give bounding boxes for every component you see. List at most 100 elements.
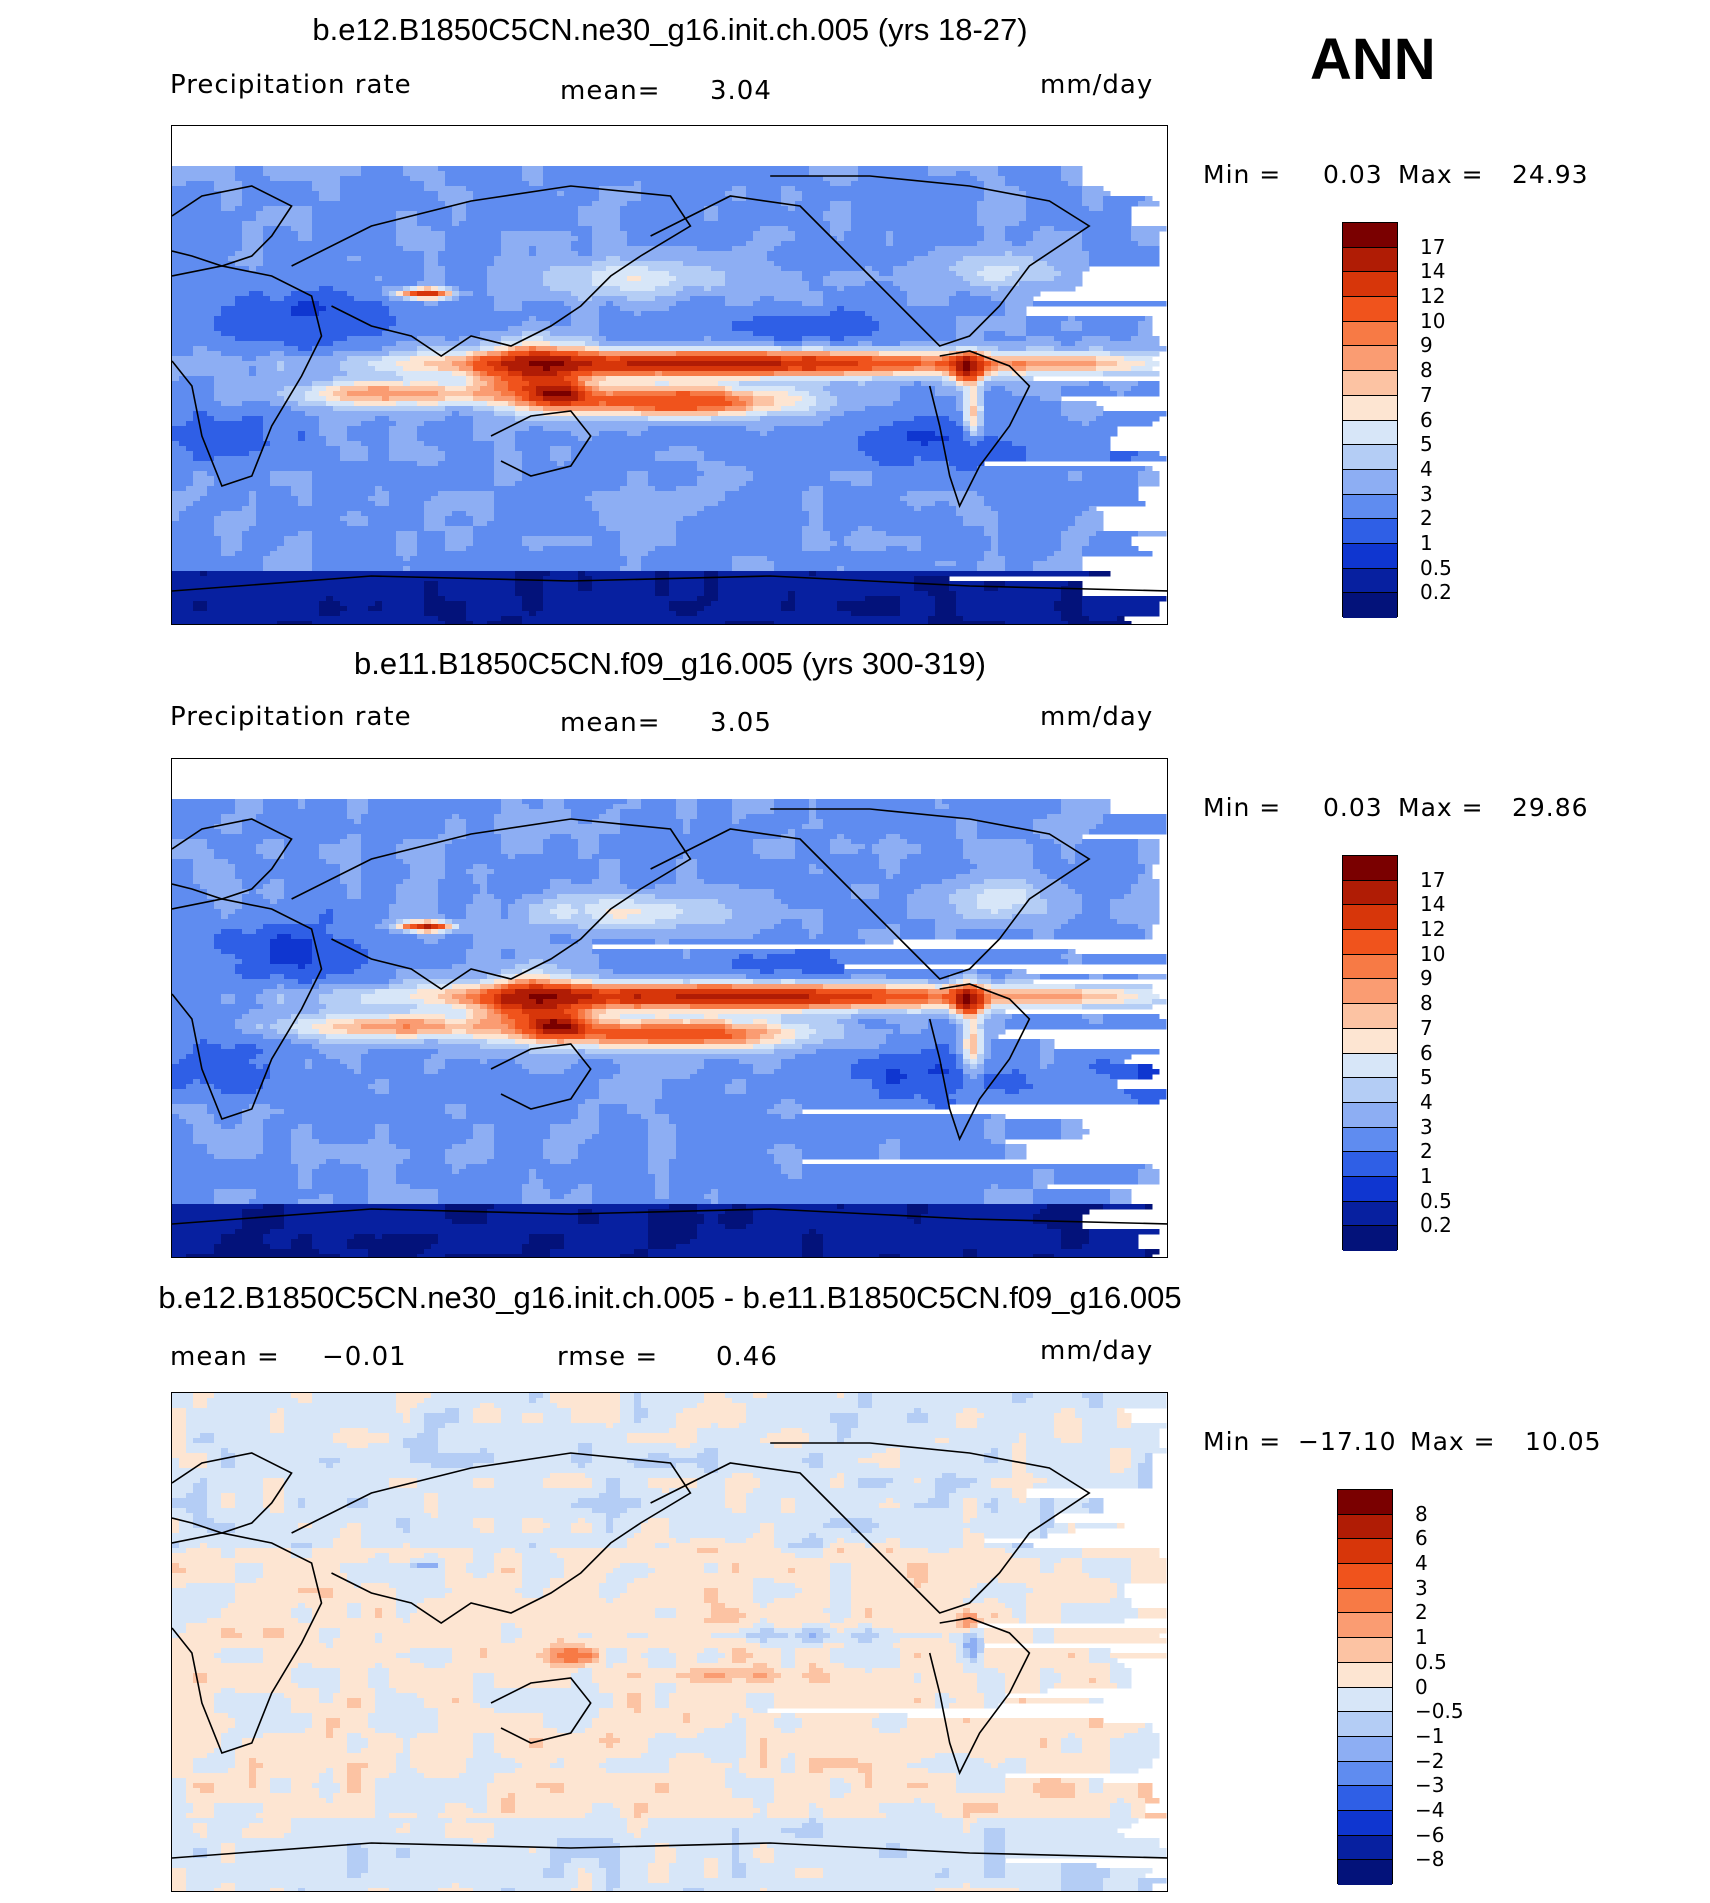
map-cell bbox=[466, 869, 495, 875]
map-cell bbox=[368, 521, 425, 527]
map-cell bbox=[312, 944, 362, 950]
map-cell bbox=[193, 1134, 264, 1140]
map-cell bbox=[529, 1234, 565, 1240]
map-cell bbox=[340, 1159, 404, 1165]
map-cell bbox=[326, 401, 355, 407]
map-cell bbox=[858, 171, 929, 177]
map-cell bbox=[977, 1613, 992, 1619]
map-cell bbox=[970, 401, 978, 407]
map-cell bbox=[256, 999, 278, 1005]
map-cell bbox=[494, 1139, 544, 1145]
map-cell bbox=[305, 436, 327, 442]
map-cell bbox=[473, 196, 600, 202]
panel-1-max-label: Max = bbox=[1398, 160, 1484, 189]
map-cell bbox=[522, 1583, 551, 1589]
map-cell bbox=[186, 1423, 271, 1429]
map-cell bbox=[319, 426, 348, 432]
map-cell bbox=[361, 894, 397, 900]
map-cell bbox=[529, 919, 600, 925]
map-cell bbox=[655, 406, 698, 412]
map-cell bbox=[361, 889, 397, 895]
map-cell bbox=[242, 531, 299, 537]
map-cell bbox=[592, 1478, 607, 1484]
map-cell bbox=[494, 476, 523, 482]
map-cell bbox=[900, 1029, 922, 1035]
map-cell bbox=[333, 1024, 362, 1030]
map-cell bbox=[690, 1443, 775, 1449]
map-cell bbox=[396, 371, 453, 377]
map-cell bbox=[564, 1234, 649, 1240]
map-cell bbox=[858, 441, 922, 447]
map-cell bbox=[382, 396, 390, 402]
map-cell bbox=[172, 596, 327, 602]
map-cell bbox=[732, 1713, 740, 1719]
map-cell bbox=[172, 1413, 187, 1419]
map-cell bbox=[221, 201, 243, 207]
map-cell bbox=[655, 1693, 670, 1699]
map-cell bbox=[879, 1089, 957, 1095]
map-cell bbox=[368, 1673, 390, 1679]
map-cell bbox=[991, 909, 999, 915]
map-cell bbox=[620, 206, 705, 212]
map-cell bbox=[718, 1448, 887, 1454]
map-cell bbox=[235, 1718, 313, 1724]
map-cell bbox=[459, 1698, 474, 1704]
map-cell bbox=[599, 964, 733, 970]
map-cell bbox=[284, 1204, 446, 1210]
map-cell bbox=[1005, 1688, 1041, 1694]
map-cell bbox=[704, 1393, 726, 1399]
map-cell bbox=[816, 396, 838, 402]
map-cell bbox=[403, 859, 446, 865]
map-cell bbox=[1012, 1398, 1027, 1404]
map-cell bbox=[487, 1648, 544, 1654]
map-cell bbox=[746, 241, 782, 247]
map-cell bbox=[214, 381, 313, 387]
map-cell bbox=[648, 1244, 677, 1250]
map-cell bbox=[375, 1124, 390, 1130]
map-cell bbox=[550, 266, 607, 272]
map-cell bbox=[683, 1019, 691, 1025]
map-cell bbox=[347, 291, 383, 297]
map-cell bbox=[1033, 561, 1083, 567]
map-cell bbox=[501, 616, 523, 622]
map-cell bbox=[494, 1204, 670, 1210]
map-cell bbox=[361, 814, 453, 820]
map-cell bbox=[340, 601, 376, 607]
map-cell bbox=[984, 376, 992, 382]
map-cell bbox=[473, 1413, 502, 1419]
map-cell bbox=[984, 551, 999, 557]
map-cell bbox=[984, 236, 1006, 242]
map-cell bbox=[445, 176, 523, 182]
map-cell bbox=[746, 1079, 873, 1085]
map-cell bbox=[1138, 1613, 1167, 1619]
map-cell bbox=[599, 321, 733, 327]
map-cell bbox=[207, 1488, 264, 1494]
map-cell bbox=[627, 236, 754, 242]
map-cell bbox=[634, 1393, 642, 1399]
map-cell bbox=[648, 1149, 677, 1155]
map-cell bbox=[907, 1573, 929, 1579]
map-cell bbox=[347, 884, 362, 890]
map-cell bbox=[914, 256, 964, 262]
map-cell bbox=[963, 276, 985, 282]
map-cell bbox=[256, 521, 348, 527]
map-cell bbox=[389, 929, 404, 935]
map-cell bbox=[242, 181, 313, 187]
map-cell bbox=[732, 556, 768, 562]
map-cell bbox=[1054, 266, 1090, 272]
map-cell bbox=[172, 1473, 551, 1479]
map-cell bbox=[683, 1713, 691, 1719]
map-cell bbox=[641, 1703, 656, 1709]
map-cell bbox=[452, 1164, 467, 1170]
map-cell bbox=[1005, 176, 1062, 182]
map-cell bbox=[515, 1548, 551, 1554]
map-cell bbox=[298, 1683, 341, 1689]
map-cell bbox=[956, 1658, 971, 1664]
map-cell bbox=[452, 371, 467, 377]
map-cell bbox=[256, 516, 341, 522]
map-cell bbox=[403, 1438, 439, 1444]
panel-2-variable: Precipitation rate bbox=[170, 702, 412, 732]
map-cell bbox=[991, 1184, 999, 1190]
map-cell bbox=[1131, 1448, 1167, 1454]
map-cell bbox=[984, 1503, 999, 1509]
